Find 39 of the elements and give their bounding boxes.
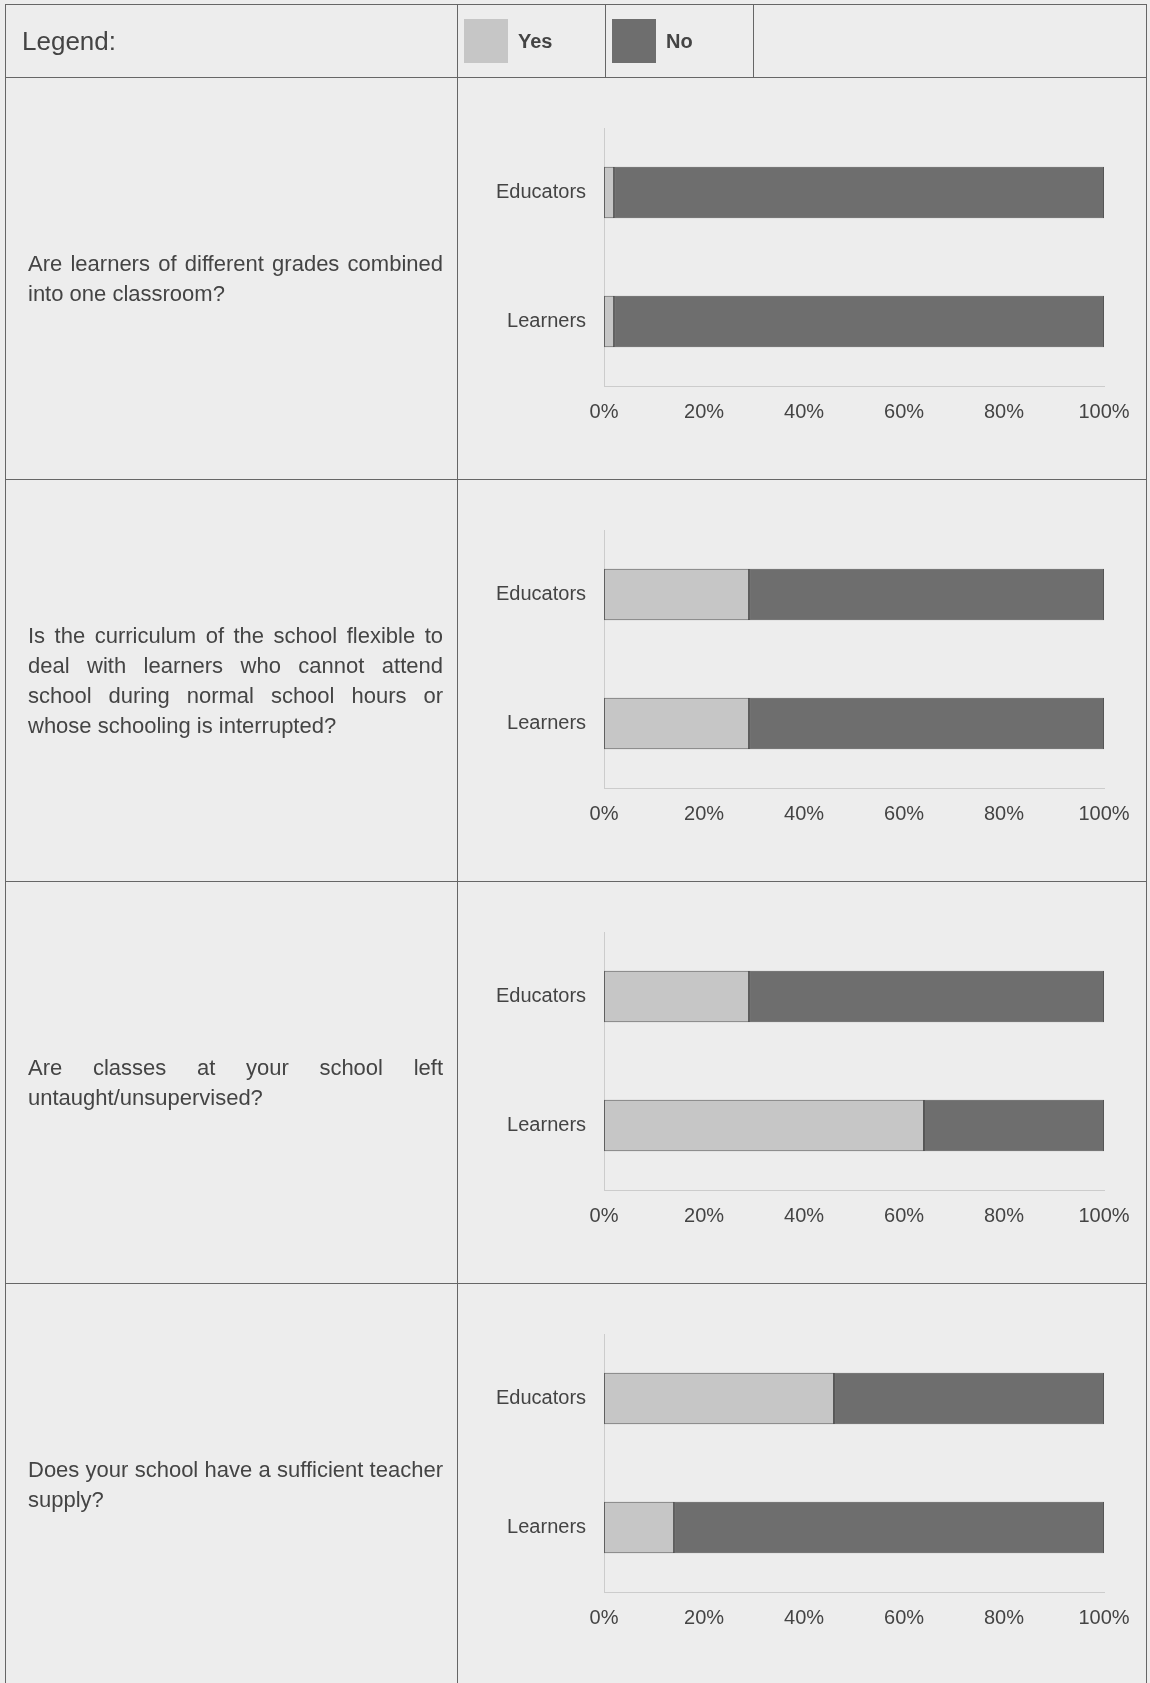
- legend-label: Yes: [514, 5, 606, 77]
- y-tick-label: Educators: [495, 582, 587, 605]
- x-tick-label: 100%: [1078, 399, 1130, 422]
- y-tick-label: Learners: [507, 1515, 587, 1538]
- x-tick-label: 40%: [784, 801, 825, 824]
- x-tick-label: 80%: [983, 801, 1025, 824]
- x-tick-label: 80%: [983, 399, 1025, 422]
- x-tick-label: 0%: [589, 1605, 619, 1628]
- x-tick-label: 80%: [983, 1203, 1025, 1226]
- x-tick-label: 20%: [684, 399, 725, 422]
- y-tick-label: Learners: [507, 1113, 587, 1136]
- x-tick-label: 20%: [684, 801, 725, 824]
- x-tick-label: 80%: [983, 1605, 1025, 1628]
- y-tick-label: Educators: [495, 984, 587, 1007]
- legend-title: Legend:: [6, 5, 458, 77]
- x-tick-label: 60%: [884, 801, 925, 824]
- y-tick-label: Educators: [495, 180, 587, 203]
- x-tick-label: 0%: [589, 399, 619, 422]
- text: Is the curriculum of the school flexible to deal with learners who cannot attend school during normal school hours or whose schooling is interrupted?: [28, 621, 443, 740]
- x-tick-label: 40%: [784, 1203, 825, 1226]
- y-tick-label: Educators: [495, 1386, 587, 1409]
- x-tick-label: 40%: [784, 1605, 825, 1628]
- x-tick-label: 40%: [784, 399, 825, 422]
- x-tick-label: 20%: [684, 1605, 725, 1628]
- x-tick-label: 60%: [884, 399, 925, 422]
- x-tick-label: 60%: [884, 1203, 925, 1226]
- x-tick-label: 100%: [1078, 801, 1130, 824]
- text: Are classes at your school left untaught/unsupervised?: [28, 1053, 443, 1112]
- x-tick-label: 0%: [589, 801, 619, 824]
- x-tick-label: 20%: [684, 1203, 725, 1226]
- x-tick-label: 60%: [884, 1605, 925, 1628]
- legend-label: No: [662, 5, 754, 77]
- x-tick-label: 100%: [1078, 1203, 1130, 1226]
- x-tick-label: 100%: [1078, 1605, 1130, 1628]
- y-tick-label: Learners: [507, 309, 587, 332]
- text: Are learners of different grades combined into one classroom?: [28, 249, 443, 308]
- x-tick-label: 0%: [589, 1203, 619, 1226]
- text: Does your school have a sufficient teacher supply?: [28, 1455, 443, 1514]
- y-tick-label: Learners: [507, 711, 587, 734]
